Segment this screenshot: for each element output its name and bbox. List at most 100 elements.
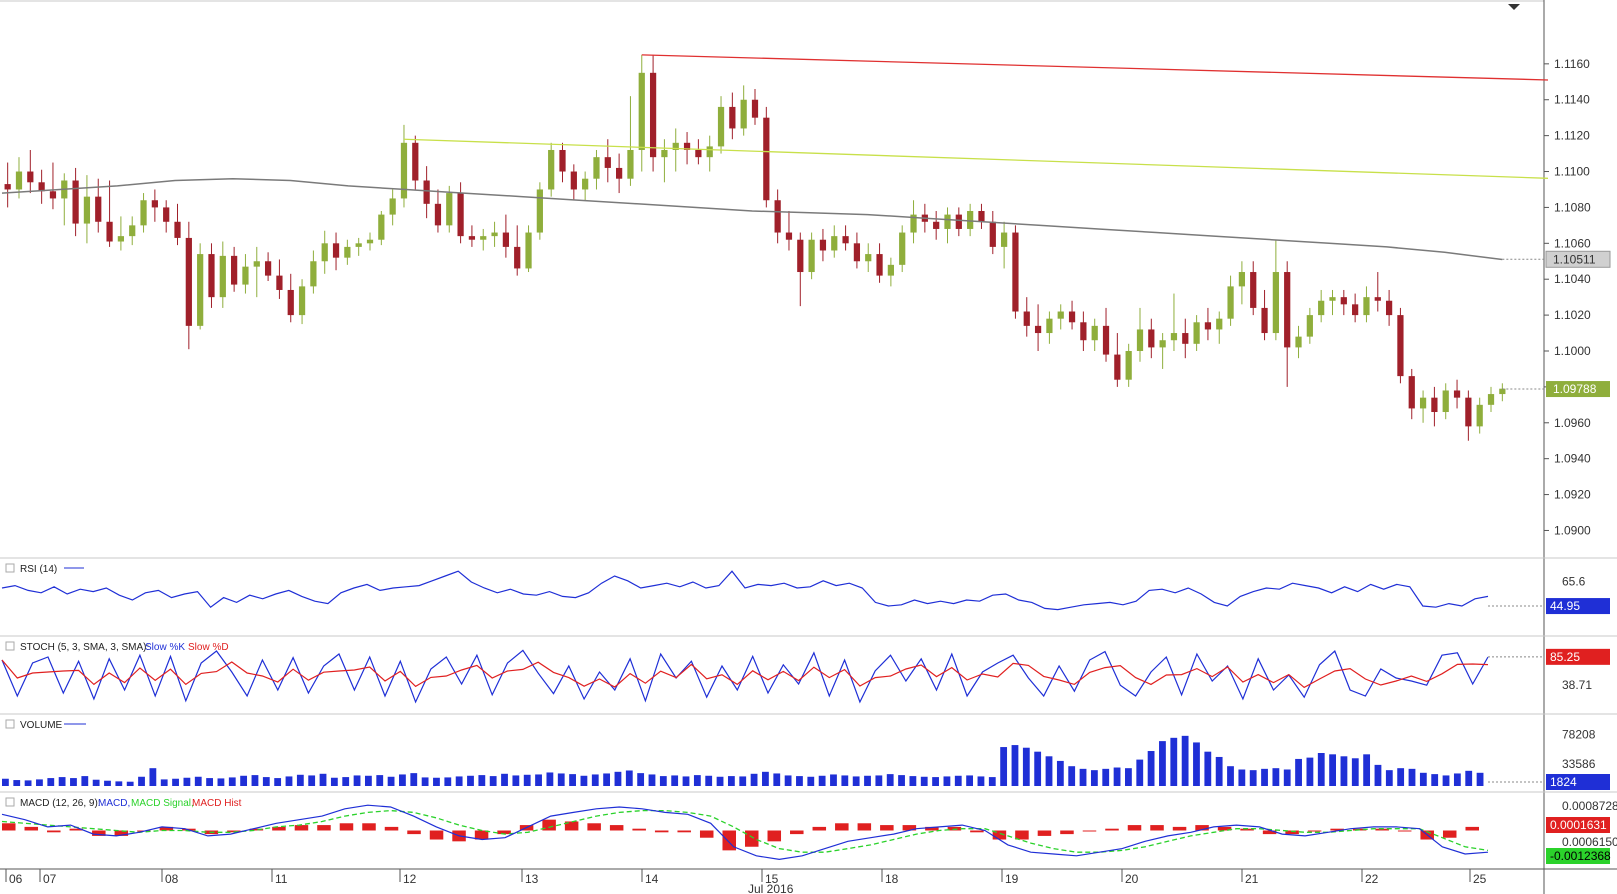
volume-bar — [455, 776, 463, 786]
candle-body — [1340, 297, 1347, 305]
volume-bar — [126, 781, 134, 786]
candle-body — [83, 196, 91, 224]
price-tick-label: 1.1060 — [1554, 236, 1591, 250]
volume-bar — [330, 777, 338, 786]
candle-body — [763, 117, 770, 201]
volume-bar — [954, 775, 962, 786]
volume-bar — [149, 768, 157, 786]
candle-body — [1034, 325, 1042, 334]
candle-body — [604, 157, 611, 168]
macd-hist-bar — [1150, 825, 1164, 831]
volume-bar — [1113, 767, 1121, 786]
macd-hist-bar — [2, 823, 16, 831]
volume-bar — [625, 770, 633, 786]
price-tick-label: 1.1080 — [1554, 200, 1591, 214]
volume-bar — [773, 773, 781, 786]
time-tick-label: 08 — [165, 872, 179, 886]
month-label: Jul 2016 — [748, 882, 794, 894]
price-tick-label: 1.1120 — [1554, 129, 1590, 143]
scroll-down-arrow-icon[interactable] — [1508, 4, 1520, 10]
last-price-label: 1.09788 — [1553, 382, 1597, 396]
candle-body — [695, 149, 702, 158]
macd-hist-bar — [69, 828, 84, 831]
macd-hist-bar — [925, 826, 939, 831]
candle-body — [616, 167, 623, 179]
candle-body — [1465, 397, 1472, 427]
volume-bar — [1034, 751, 1042, 786]
macd-hist-bar — [272, 826, 286, 831]
candle-body — [298, 286, 306, 316]
candle-body — [955, 214, 962, 229]
candle-body — [1091, 325, 1098, 341]
candle-body — [899, 232, 906, 265]
candle-body — [797, 239, 804, 273]
macd-hist-bar — [902, 825, 917, 831]
volume-bar — [739, 776, 747, 786]
volume-bar — [1022, 747, 1030, 786]
volume-bar — [716, 776, 724, 786]
candle-body — [502, 232, 510, 247]
candle-body — [853, 243, 861, 262]
volume-bar — [1397, 768, 1405, 786]
candle-body — [548, 149, 555, 190]
candle-body — [378, 214, 385, 240]
rsi-last-label: 44.95 — [1550, 599, 1580, 613]
volume-bar — [614, 771, 622, 786]
volume-title: VOLUME — [20, 720, 63, 731]
pane-close-icon — [5, 563, 15, 573]
volume-bar — [659, 776, 667, 786]
candle-body — [1204, 322, 1212, 330]
macd-hist-bar — [970, 830, 984, 833]
volume-bar — [194, 776, 202, 786]
candle-body — [1431, 397, 1438, 413]
candle-body — [1136, 329, 1144, 351]
volume-bar — [489, 776, 497, 786]
volume-bar — [364, 775, 372, 786]
volume-bar — [13, 780, 21, 786]
candle-body — [27, 171, 34, 183]
candle-body — [1272, 272, 1279, 334]
macd-legend: MACD, — [98, 798, 130, 809]
volume-bar — [841, 775, 849, 786]
candle-body — [1318, 300, 1325, 316]
volume-bar — [1261, 768, 1268, 786]
candle-body — [638, 72, 645, 150]
ma-value-tag — [1545, 250, 1611, 268]
candle-body — [1148, 329, 1155, 348]
volume-bar — [1136, 759, 1144, 786]
time-tick-label: 14 — [645, 872, 659, 886]
candle-body — [819, 239, 827, 251]
macd-hist-bar — [1330, 828, 1344, 831]
candle-body — [1385, 300, 1393, 316]
volume-last-label: 1824 — [1550, 775, 1577, 789]
volume-bar — [1363, 754, 1371, 786]
volume-bar — [251, 775, 259, 786]
macd-hist-bar — [587, 823, 601, 831]
macd-hist-bar — [992, 830, 1007, 840]
volume-bar — [2, 778, 9, 786]
time-tick-label: 20 — [1125, 872, 1139, 886]
volume-bar — [262, 777, 270, 786]
volume-bar — [36, 779, 43, 786]
macd-hist-bar — [1172, 826, 1187, 831]
candle-body — [140, 200, 147, 226]
volume-bar — [1351, 758, 1359, 786]
volume-bar — [1476, 772, 1484, 786]
rsi-last-tag — [1546, 598, 1610, 615]
macd-hist-bar — [1397, 830, 1412, 832]
volume-bar — [240, 775, 248, 786]
candle-body — [683, 142, 691, 150]
volume-bar — [1340, 756, 1348, 786]
macd-hist-bar — [47, 830, 61, 833]
candle-body — [1227, 286, 1234, 319]
trendline — [641, 54, 1549, 81]
candle-body — [831, 236, 838, 251]
macd-hist-bar — [92, 830, 106, 836]
ma-value-label: 1.10511 — [1553, 252, 1596, 266]
time-tick-label: 12 — [403, 872, 417, 886]
time-tick-label: 07 — [43, 872, 57, 886]
candle-body — [1046, 318, 1053, 334]
volume-bar — [172, 778, 179, 786]
volume-bar — [909, 776, 917, 786]
